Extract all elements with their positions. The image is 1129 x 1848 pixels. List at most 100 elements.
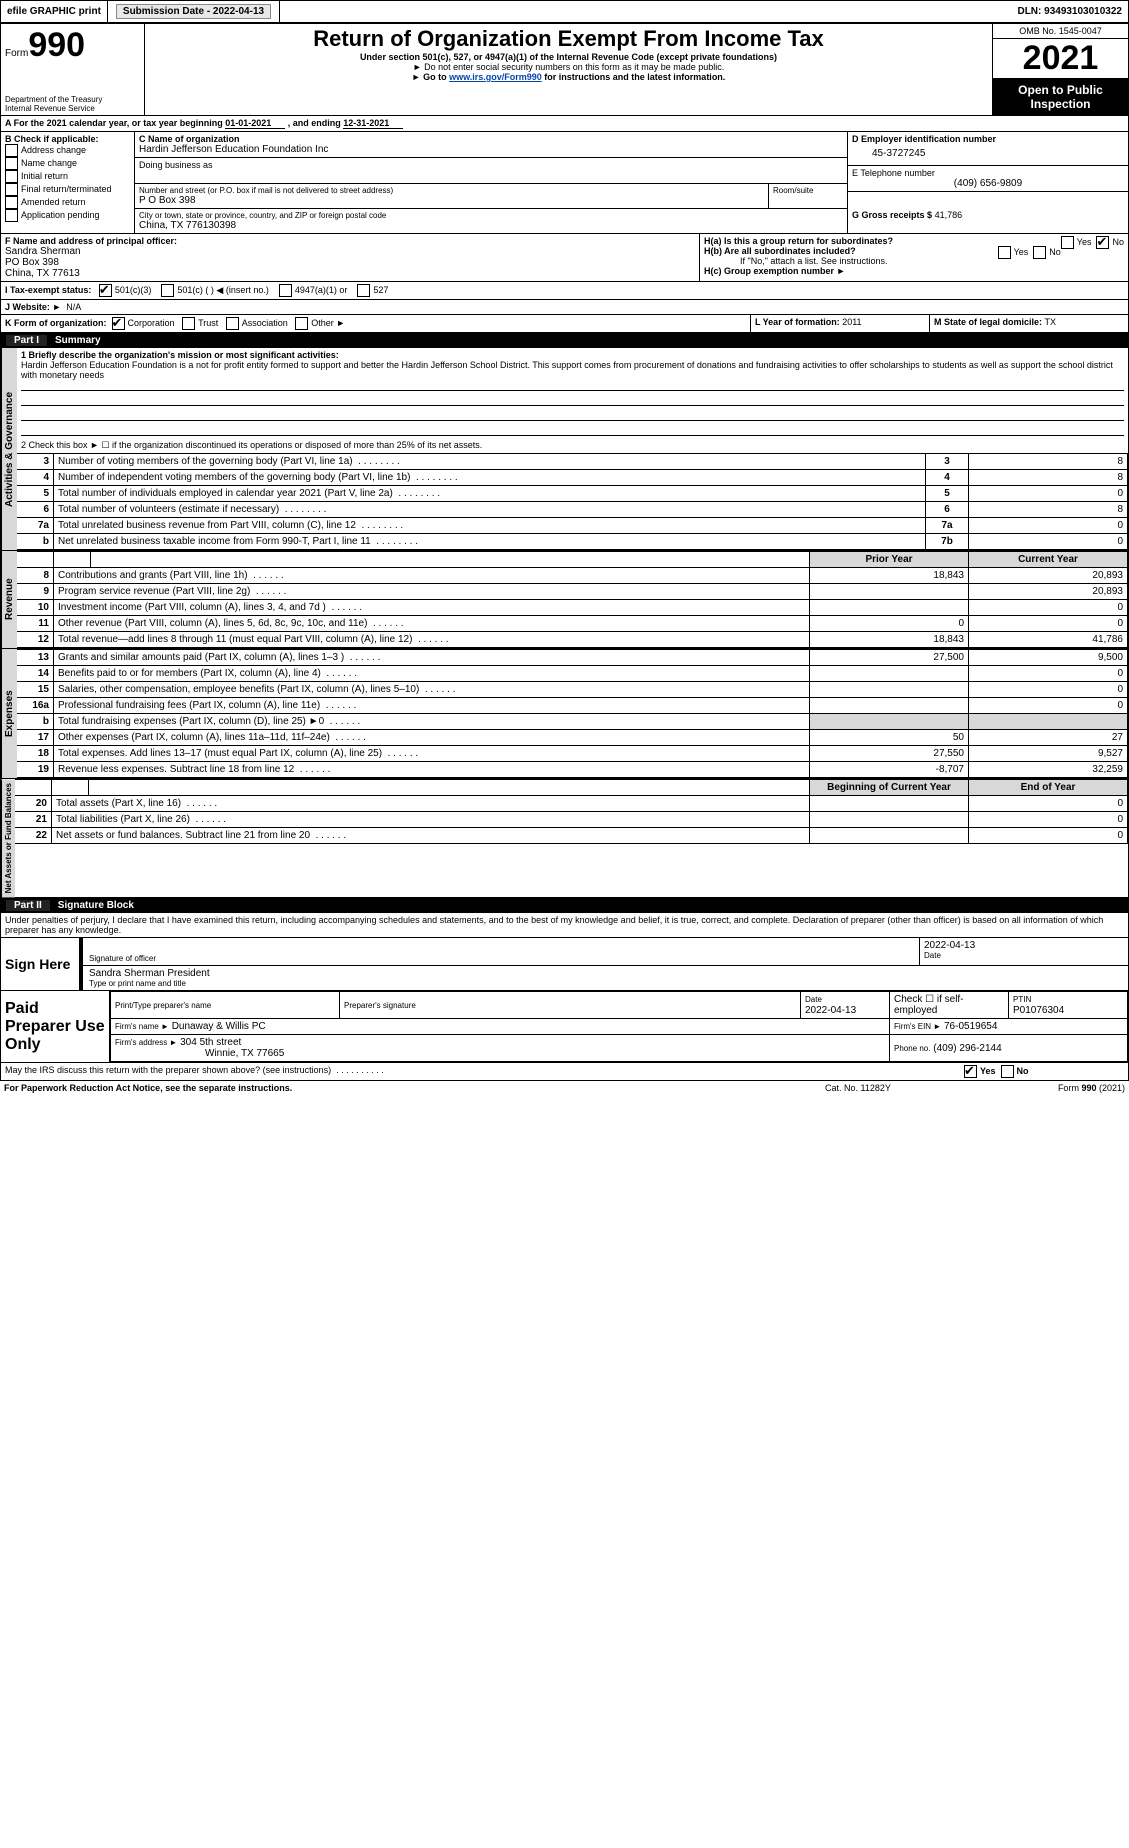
table-row: 17 Other expenses (Part IX, column (A), … [17,730,1128,746]
vlabel-netassets: Net Assets or Fund Balances [1,779,15,897]
gross-receipts-label: G Gross receipts $ [852,210,932,220]
ein-value: 45-3727245 [852,144,1124,163]
city-label: City or town, state or province, country… [139,211,843,220]
paid-preparer-block: Paid Preparer Use Only Print/Type prepar… [0,991,1129,1063]
table-row: 18 Total expenses. Add lines 13–17 (must… [17,746,1128,762]
h-c: H(c) Group exemption number ► [704,266,1124,276]
tax-period-line: A For the 2021 calendar year, or tax yea… [0,116,1129,132]
expenses-table: 13 Grants and similar amounts paid (Part… [17,649,1128,778]
table-row: 4 Number of independent voting members o… [17,470,1128,486]
phone-e-value: (409) 656-9809 [852,178,1124,189]
col-begin: Beginning of Current Year [810,780,969,796]
form-number: 990 [28,26,85,64]
b-opt: Amended return [5,196,130,209]
q1-label: 1 Briefly describe the organization's mi… [21,350,1124,360]
table-row: 19 Revenue less expenses. Subtract line … [17,762,1128,778]
b-opt: Final return/terminated [5,183,130,196]
revenue-table: Prior Year Current Year 8 Contributions … [17,551,1128,648]
dept-treasury: Department of the Treasury [5,95,140,104]
table-row: 3 Number of voting members of the govern… [17,454,1128,470]
k-l-m-row: K Form of organization: Corporation Trus… [0,315,1129,333]
col-current: Current Year [969,552,1128,568]
page-footer: For Paperwork Reduction Act Notice, see … [0,1081,1129,1095]
officer-group-block: F Name and address of principal officer:… [0,234,1129,282]
form-ref: Form 990 (2021) [985,1083,1125,1093]
netassets-table: Beginning of Current Year End of Year 20… [15,779,1128,844]
form-word: Form [5,48,28,59]
gross-receipts-value: 41,786 [935,210,963,220]
table-row: 14 Benefits paid to or for members (Part… [17,666,1128,682]
table-row: 9 Program service revenue (Part VIII, li… [17,584,1128,600]
b-opt: Name change [5,157,130,170]
officer-name-title: Sandra Sherman President [89,968,1124,979]
tax-exempt-row: I Tax-exempt status: 501(c)(3) 501(c) ( … [0,282,1129,300]
col-end: End of Year [969,780,1128,796]
return-title: Return of Organization Exempt From Incom… [149,26,988,52]
table-row: 12 Total revenue—add lines 8 through 11 … [17,632,1128,648]
b-opt: Application pending [5,209,130,222]
part2-header: Part IISignature Block [0,898,1129,913]
city-value: China, TX 776130398 [139,220,843,231]
sign-here-label: Sign Here [1,938,80,990]
vlabel-revenue: Revenue [1,551,17,648]
entity-block: B Check if applicable: Address change Na… [0,132,1129,234]
type-name-label: Type or print name and title [89,979,1124,988]
ein-label: D Employer identification number [852,134,1124,144]
col-prior: Prior Year [810,552,969,568]
officer-name: Sandra Sherman [5,246,695,257]
h-b-note: If "No," attach a list. See instructions… [704,256,1124,266]
b-opt: Initial return [5,170,130,183]
table-row: 5 Total number of individuals employed i… [17,486,1128,502]
irs-label: Internal Revenue Service [5,104,140,113]
tax-year: 2021 [993,39,1128,79]
table-row: 21 Total liabilities (Part X, line 26) .… [15,812,1128,828]
box-b-label: B Check if applicable: [5,134,130,144]
officer-line3: China, TX 77613 [5,268,695,279]
street-label: Number and street (or P.O. box if mail i… [139,186,764,195]
expenses-block: Expenses 13 Grants and similar amounts p… [0,649,1129,779]
subtitle-3: ► Go to www.irs.gov/Form990 for instruct… [149,72,988,82]
org-name: Hardin Jefferson Education Foundation In… [139,144,843,155]
vlabel-expenses: Expenses [1,649,17,778]
sig-date-value: 2022-04-13 [924,940,1124,951]
pra-notice: For Paperwork Reduction Act Notice, see … [4,1083,825,1093]
table-row: 8 Contributions and grants (Part VIII, l… [17,568,1128,584]
phone-e-label: E Telephone number [852,168,1124,178]
b-opt: Address change [5,144,130,157]
q2-line: 2 Check this box ► ☐ if the organization… [17,438,1128,453]
table-row: 20 Total assets (Part X, line 16) . . . … [15,796,1128,812]
table-row: b Total fundraising expenses (Part IX, c… [17,714,1128,730]
netassets-block: Net Assets or Fund Balances Beginning of… [0,779,1129,898]
table-row: 15 Salaries, other compensation, employe… [17,682,1128,698]
room-suite-label: Room/suite [773,186,843,195]
cat-no: Cat. No. 11282Y [825,1083,985,1093]
efile-top-bar: efile GRAPHIC print Submission Date - 20… [0,0,1129,23]
subtitle-2: ► Do not enter social security numbers o… [149,62,988,72]
table-row: 6 Total number of volunteers (estimate i… [17,502,1128,518]
table-row: 10 Investment income (Part VIII, column … [17,600,1128,616]
part1-header: Part ISummary [0,333,1129,348]
irs-link[interactable]: www.irs.gov/Form990 [449,72,542,82]
sig-date-label: Date [924,951,1124,960]
revenue-block: Revenue Prior Year Current Year 8 Contri… [0,551,1129,649]
paid-preparer-label: Paid Preparer Use Only [1,991,110,1062]
part1-body: Activities & Governance 1 Briefly descri… [0,348,1129,551]
sig-officer-label: Signature of officer [89,954,915,963]
dln-label: DLN: 93493103010322 [1011,1,1128,22]
table-row: 22 Net assets or fund balances. Subtract… [15,828,1128,844]
street-value: P O Box 398 [139,195,764,206]
table-row: 13 Grants and similar amounts paid (Part… [17,650,1128,666]
website-row: J Website: ► N/A [0,300,1129,315]
submission-date-btn[interactable]: Submission Date - 2022-04-13 [116,4,271,19]
form-header: Form990 Department of the Treasury Inter… [0,23,1129,116]
h-a: H(a) Is this a group return for subordin… [704,236,1124,246]
efile-label: efile GRAPHIC print [1,1,108,22]
table-row: b Net unrelated business taxable income … [17,534,1128,550]
c-dba-label: Doing business as [139,160,843,170]
vlabel-governance: Activities & Governance [1,348,17,550]
table-row: 11 Other revenue (Part VIII, column (A),… [17,616,1128,632]
table-row: 7a Total unrelated business revenue from… [17,518,1128,534]
governance-table: 3 Number of voting members of the govern… [17,453,1128,550]
sign-here-block: Sign Here Signature of officer 2022-04-1… [0,938,1129,991]
omb-number: OMB No. 1545-0047 [993,24,1128,39]
